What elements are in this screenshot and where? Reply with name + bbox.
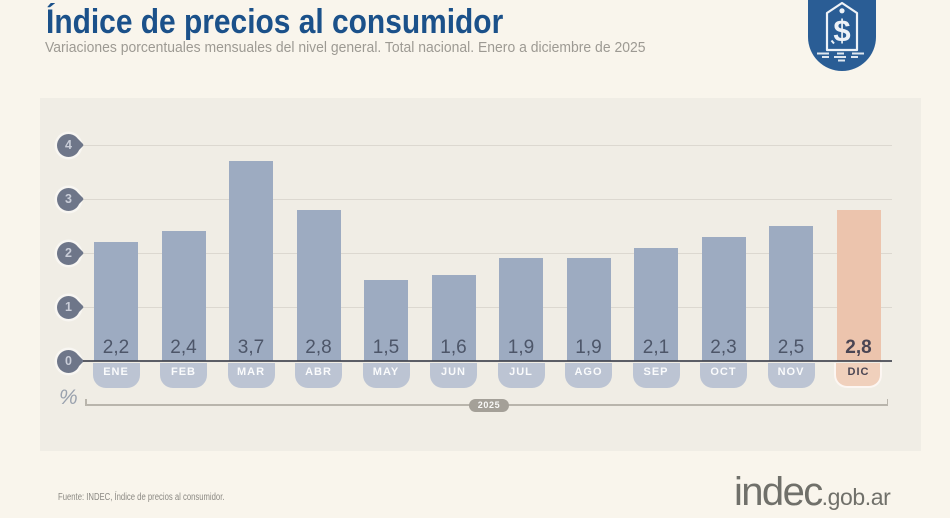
svg-text:$: $ — [833, 13, 850, 48]
